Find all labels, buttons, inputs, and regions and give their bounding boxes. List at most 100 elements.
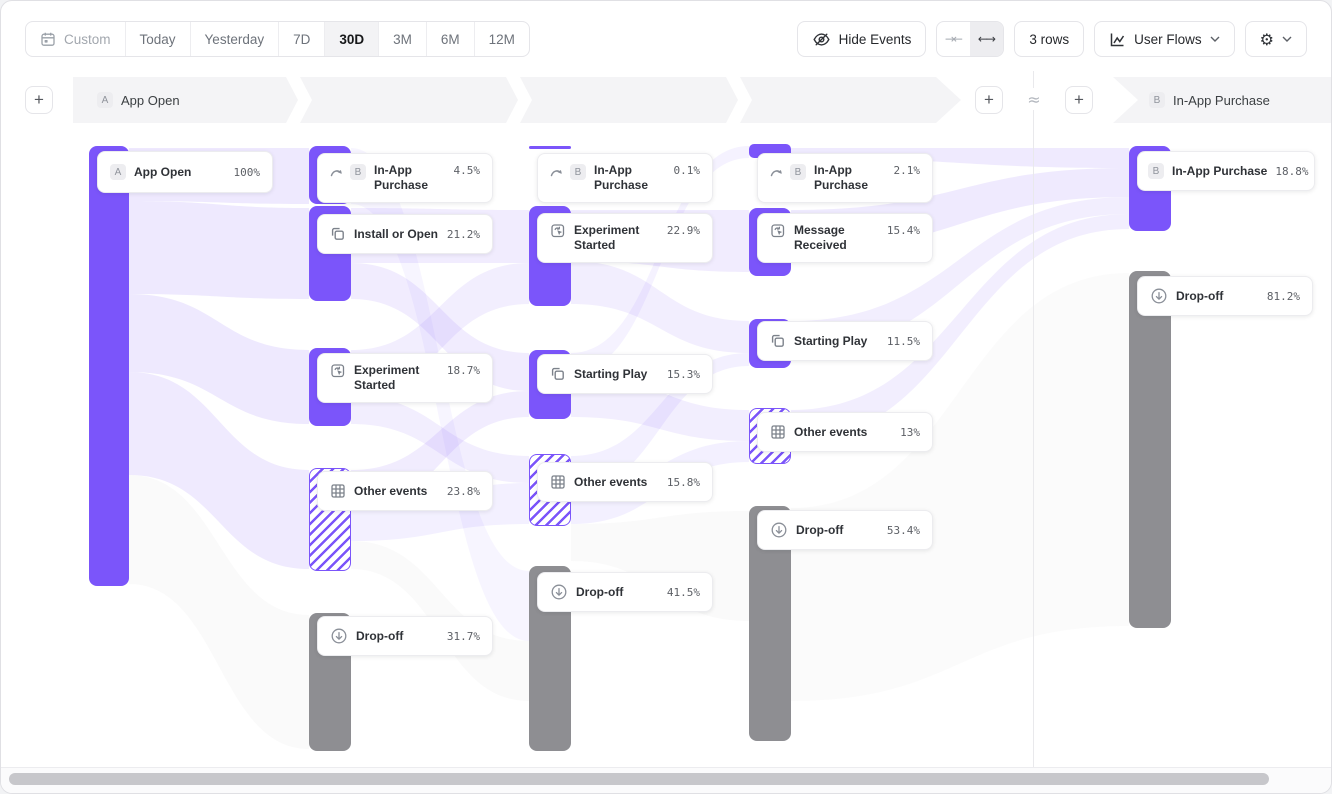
flow-node-card[interactable]: Starting Play 15.3%: [537, 354, 713, 394]
copy-icon: [550, 366, 566, 382]
add-step-button-right[interactable]: +: [1065, 86, 1093, 114]
node-label: Drop-off: [356, 628, 404, 643]
grid-icon: [550, 474, 566, 490]
date-range-7d[interactable]: 7D: [278, 22, 324, 56]
node-value: 11.5%: [886, 334, 920, 348]
eye-off-icon: [812, 30, 831, 49]
node-label: In-App Purchase: [814, 163, 869, 192]
skip-ahead-icon: [770, 165, 784, 179]
view-selector[interactable]: User Flows: [1094, 21, 1235, 57]
node-value: 15.4%: [886, 224, 920, 237]
node-label: Drop-off: [576, 584, 624, 599]
node-value: 81.2%: [1266, 289, 1300, 303]
hide-events-label: Hide Events: [838, 31, 912, 47]
flow-node-card[interactable]: Message Received 15.4%: [757, 213, 933, 263]
date-range-6m[interactable]: 6M: [425, 22, 474, 56]
toolbar-right: Hide Events →← ←→ 3 rows User Flows: [796, 21, 1307, 57]
settings-dropdown[interactable]: ⚙: [1244, 21, 1307, 57]
line-chart-icon: [1109, 31, 1126, 48]
horizontal-scrollbar-track[interactable]: [1, 767, 1331, 793]
date-range-12m[interactable]: 12M: [473, 22, 529, 56]
approx-connector: ≈: [1023, 88, 1045, 110]
node-value: 21.2%: [446, 227, 480, 241]
end-event-band[interactable]: B In-App Purchase: [1113, 77, 1331, 123]
date-range-custom[interactable]: Custom: [26, 22, 125, 56]
collapse-columns-button[interactable]: →←: [937, 22, 970, 56]
flow-node-card[interactable]: Install or Open 21.2%: [317, 214, 493, 254]
flow-node-card[interactable]: Drop-off 41.5%: [537, 572, 713, 612]
node-label: Experiment Started: [574, 223, 640, 252]
node-value: 13%: [900, 425, 920, 439]
drop-off-icon: [1150, 287, 1168, 305]
node-label: Drop-off: [1176, 288, 1224, 303]
skip-ahead-icon: [550, 165, 564, 179]
flow-node-card[interactable]: B In-App Purchase 0.1%: [537, 153, 713, 203]
date-range-yesterday[interactable]: Yesterday: [189, 22, 279, 56]
node-value: 31.7%: [446, 629, 480, 643]
add-step-button-left[interactable]: +: [25, 86, 53, 114]
rows-label: 3 rows: [1029, 31, 1070, 47]
node-value: 15.3%: [666, 367, 700, 381]
experiment-icon: [770, 223, 786, 239]
expand-icon: ←→: [977, 32, 996, 46]
node-value: 18.8%: [1275, 164, 1309, 178]
start-event-band[interactable]: A App Open: [73, 77, 961, 123]
flow-node-card[interactable]: Experiment Started 22.9%: [537, 213, 713, 263]
flow-bar-drop-off-end[interactable]: [1129, 271, 1171, 628]
flow-node-card[interactable]: Drop-off 31.7%: [317, 616, 493, 656]
flow-node-card[interactable]: Other events 23.8%: [317, 471, 493, 511]
flow-node-card[interactable]: A App Open 100%: [97, 151, 273, 193]
start-event-name: App Open: [121, 92, 180, 108]
expand-columns-button[interactable]: ←→: [970, 22, 1004, 56]
event-badge-b: B: [1148, 163, 1164, 179]
date-range-label: Custom: [64, 31, 111, 47]
flow-node-card[interactable]: Drop-off 81.2%: [1137, 276, 1313, 316]
node-label: Drop-off: [796, 522, 844, 537]
node-label: Experiment Started: [354, 363, 420, 392]
drop-off-icon: [770, 521, 788, 539]
flow-node-card[interactable]: B In-App Purchase 2.1%: [757, 153, 933, 203]
flow-node-card[interactable]: Starting Play 11.5%: [757, 321, 933, 361]
node-label: App Open: [134, 164, 192, 179]
date-range-30d[interactable]: 30D: [324, 22, 379, 56]
grid-icon: [770, 424, 786, 440]
add-step-button-middle[interactable]: +: [975, 86, 1003, 114]
flow-node-card[interactable]: Experiment Started 18.7%: [317, 353, 493, 403]
flow-node-card[interactable]: B In-App Purchase 4.5%: [317, 153, 493, 203]
date-range-today[interactable]: Today: [124, 22, 190, 56]
view-label: User Flows: [1134, 31, 1202, 47]
copy-icon: [770, 333, 786, 349]
flow-bar-in-app-purchase[interactable]: [529, 146, 571, 149]
node-value: 100%: [233, 165, 261, 179]
step-separator-chevron: [726, 77, 752, 123]
flow-node-card[interactable]: Other events 15.8%: [537, 462, 713, 502]
event-badge-a: A: [97, 92, 113, 108]
panel-divider: [1033, 71, 1034, 767]
rows-button[interactable]: 3 rows: [1014, 21, 1085, 57]
node-value: 23.8%: [446, 484, 480, 498]
date-range-3m[interactable]: 3M: [378, 22, 426, 56]
node-value: 53.4%: [886, 523, 920, 537]
event-badge-b: B: [350, 164, 366, 180]
node-label: Starting Play: [574, 366, 648, 381]
collapse-icon: →←: [944, 32, 963, 46]
node-label: In-App Purchase: [1172, 163, 1268, 178]
node-label: Message Received: [794, 223, 847, 252]
end-event-label: B In-App Purchase: [1149, 92, 1270, 108]
flow-node-card[interactable]: Other events 13%: [757, 412, 933, 452]
flow-bar-app-open[interactable]: [89, 146, 129, 586]
horizontal-scrollbar-thumb[interactable]: [9, 773, 1269, 785]
node-label: Other events: [354, 483, 428, 498]
node-value: 2.1%: [893, 164, 921, 177]
node-label: Other events: [794, 424, 868, 439]
toolbar: Custom Today Yesterday 7D 30D 3M 6M 12M …: [25, 21, 1307, 57]
step-separator-chevron: [506, 77, 532, 123]
drop-off-icon: [550, 583, 568, 601]
hide-events-button[interactable]: Hide Events: [796, 21, 927, 57]
flow-node-card[interactable]: B In-App Purchase 18.8%: [1137, 151, 1315, 191]
node-label: In-App Purchase: [594, 163, 649, 192]
chevron-down-icon: [1210, 36, 1220, 42]
flow-node-card[interactable]: Drop-off 53.4%: [757, 510, 933, 550]
node-value: 4.5%: [453, 164, 481, 177]
